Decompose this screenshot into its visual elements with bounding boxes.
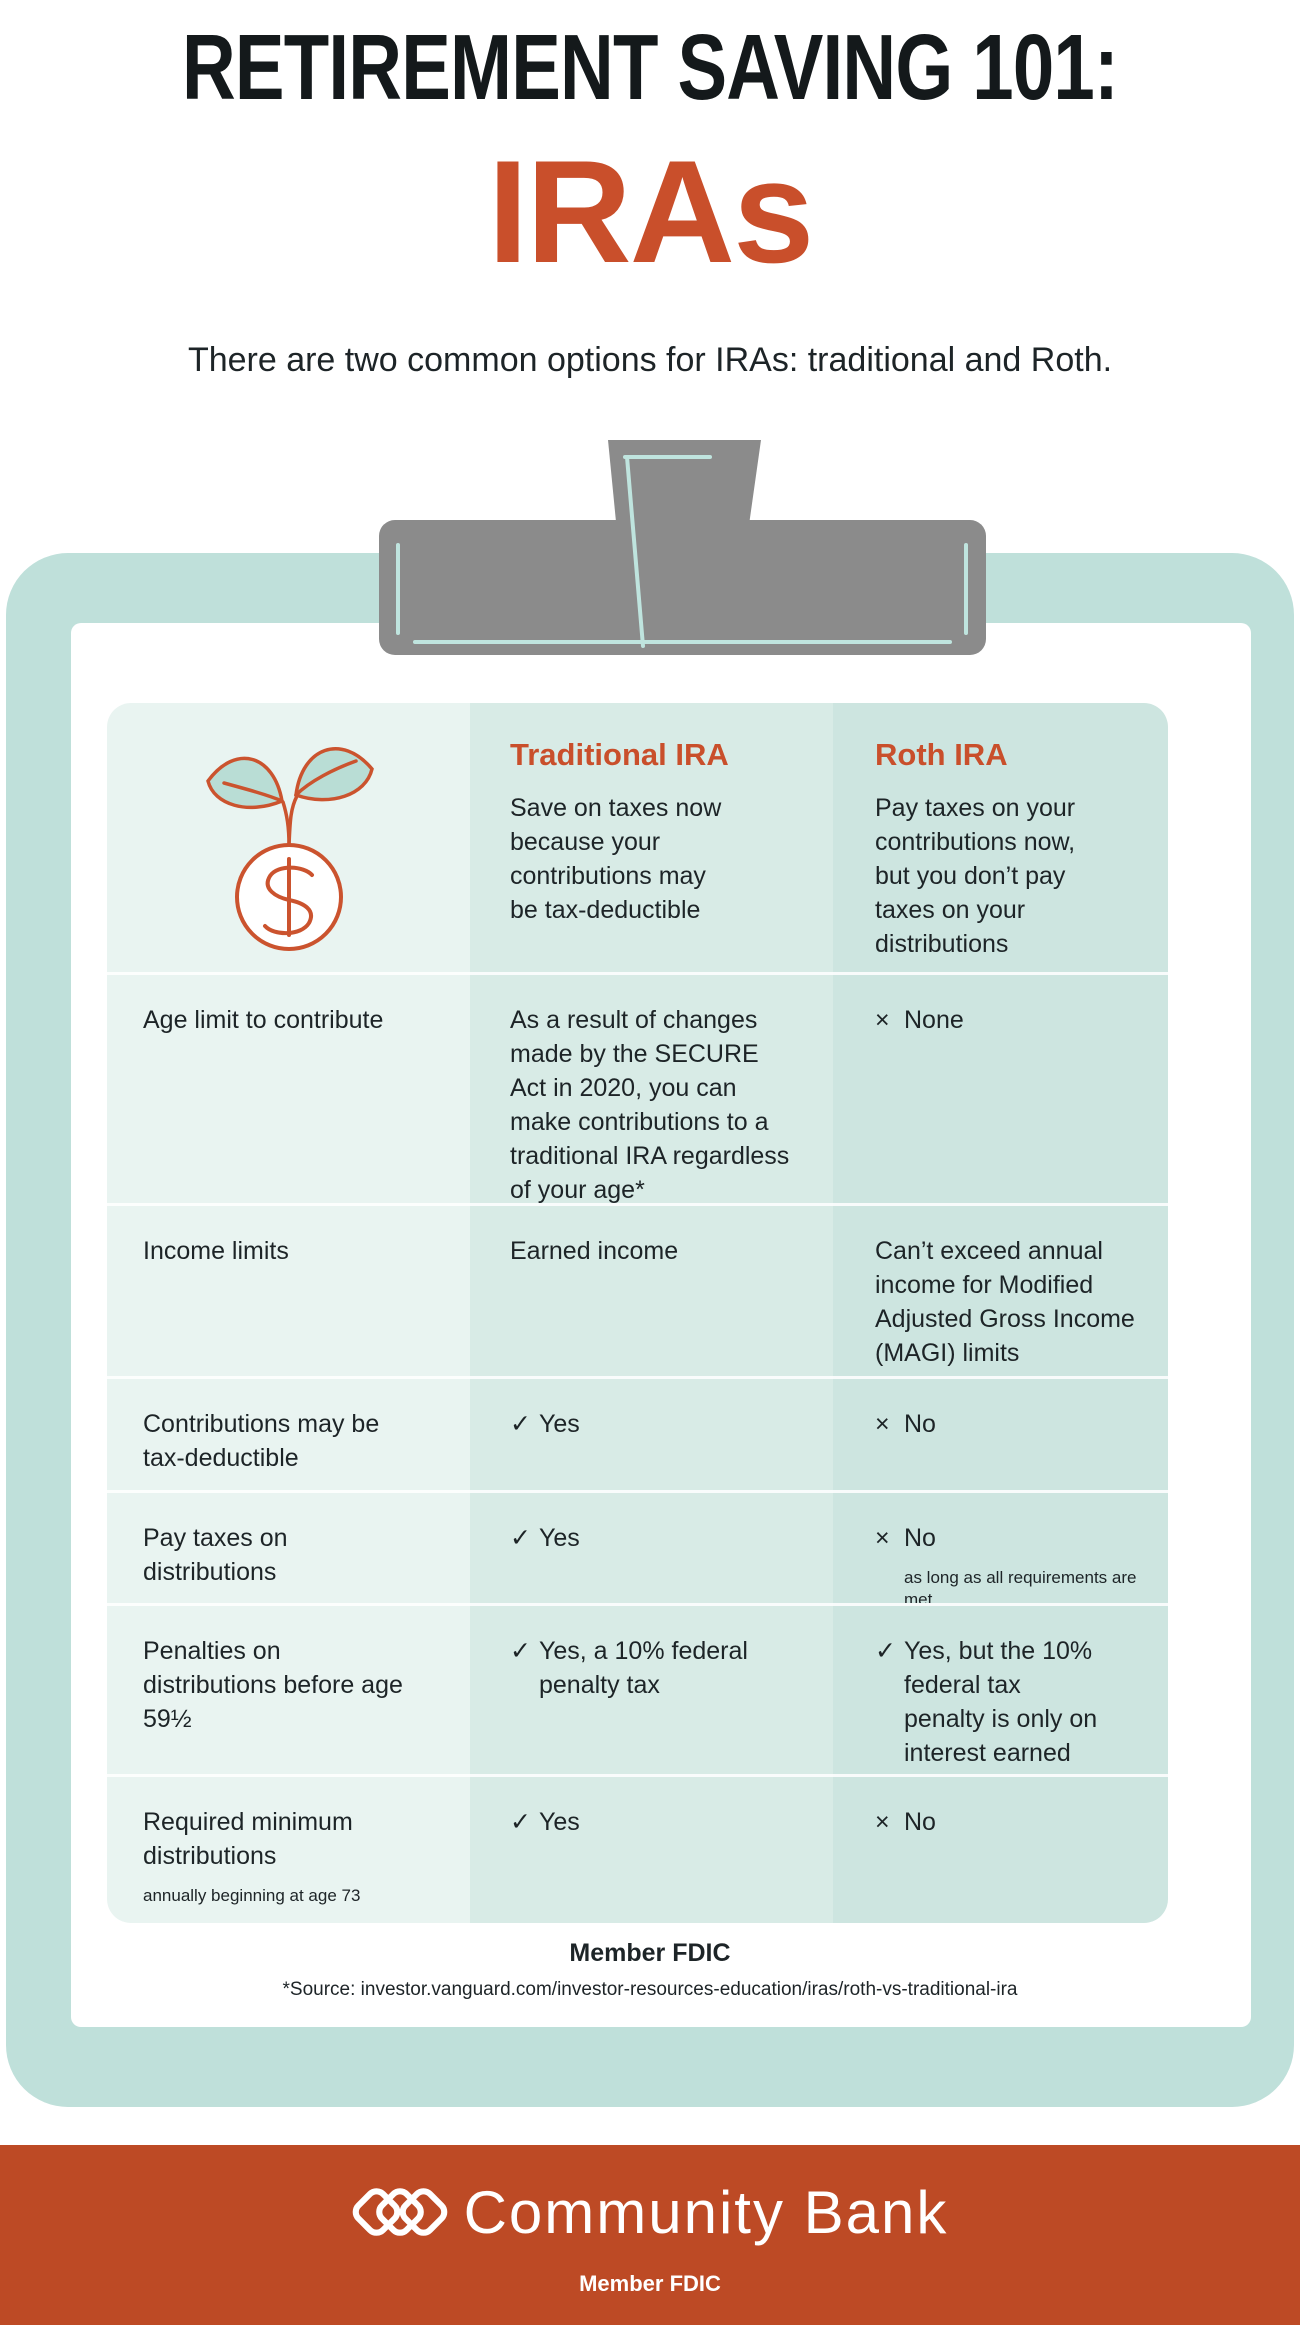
cell-roth-income-limits: Can’t exceed annual income for Modified … bbox=[833, 1203, 1168, 1376]
cell-text: Yes, but the 10% federal tax penalty is … bbox=[904, 1637, 1098, 1767]
cell-text: Yes bbox=[539, 1524, 580, 1552]
cell-text: No bbox=[904, 1410, 936, 1438]
row-label-tax-deductible: Contributions may be tax-deductible bbox=[107, 1376, 470, 1490]
traditional-ira-description: Save on taxes now because your contribut… bbox=[510, 794, 722, 924]
clipboard-clip-icon bbox=[379, 440, 986, 655]
column-header-traditional: Traditional IRA Save on taxes now becaus… bbox=[470, 703, 833, 972]
cell-traditional-tax-deductible: ✓ Yes bbox=[470, 1376, 833, 1490]
check-mark-icon: ✓ bbox=[510, 1808, 531, 1836]
traditional-ira-title: Traditional IRA bbox=[510, 737, 729, 772]
x-mark-icon: × bbox=[875, 1006, 890, 1034]
cell-roth-penalties: ✓ Yes, but the 10% federal tax penalty i… bbox=[833, 1603, 1168, 1774]
cell-traditional-age-limit: As a result of changes made by the SECUR… bbox=[470, 972, 833, 1204]
row-label-penalties: Penalties on distributions before age 59… bbox=[107, 1603, 470, 1774]
cell-roth-tax-deductible: × No bbox=[833, 1376, 1168, 1490]
x-mark-icon: × bbox=[875, 1410, 890, 1438]
footer-member-fdic: Member FDIC bbox=[579, 2270, 721, 2296]
x-mark-icon: × bbox=[875, 1524, 890, 1552]
cell-traditional-pay-taxes: ✓ Yes bbox=[470, 1490, 833, 1603]
cell-text: No bbox=[904, 1808, 936, 1836]
cell-traditional-rmd: ✓ Yes bbox=[470, 1774, 833, 1923]
column-header-roth: Roth IRA Pay taxes on your contributions… bbox=[833, 703, 1168, 972]
cell-text: Yes bbox=[539, 1808, 580, 1836]
cell-text: As a result of changes made by the SECUR… bbox=[510, 1006, 790, 1204]
check-mark-icon: ✓ bbox=[510, 1410, 531, 1438]
table-header-icon-cell bbox=[107, 703, 470, 972]
cell-roth-rmd: × No bbox=[833, 1774, 1168, 1923]
row-label-income-limits: Income limits bbox=[107, 1203, 470, 1376]
cell-roth-age-limit: × None bbox=[833, 972, 1168, 1203]
community-bank-logo-icon bbox=[352, 2188, 447, 2236]
money-plant-icon bbox=[205, 747, 374, 951]
source-note: *Source: investor.vanguard.com/investor-… bbox=[282, 1979, 1018, 2000]
brand-footer: Community Bank Member FDIC bbox=[0, 2145, 1300, 2325]
row-label-text: Required minimum distributions bbox=[143, 1808, 353, 1870]
cell-traditional-penalties: ✓ Yes, a 10% federal penalty tax bbox=[470, 1603, 833, 1774]
row-label-text: Contributions may be tax-deductible bbox=[143, 1410, 380, 1472]
row-label-age-limit: Age limit to contribute bbox=[107, 972, 470, 1203]
roth-ira-description: Pay taxes on your contributions now, but… bbox=[875, 794, 1076, 958]
cell-text: Earned income bbox=[510, 1237, 679, 1265]
cell-roth-pay-taxes: × No as long as all requirements are met bbox=[833, 1490, 1168, 1609]
row-label-text: Penalties on distributions before age 59… bbox=[143, 1637, 403, 1733]
row-label-note: annually beginning at age 73 bbox=[143, 1886, 361, 1905]
cell-text: No bbox=[904, 1524, 936, 1552]
brand-row: Community Bank bbox=[352, 2178, 949, 2247]
member-fdic-note: Member FDIC bbox=[569, 1939, 731, 1967]
cell-traditional-income-limits: Earned income bbox=[470, 1203, 833, 1376]
x-mark-icon: × bbox=[875, 1808, 890, 1836]
cell-text: Yes bbox=[539, 1410, 580, 1438]
cell-text: Yes, a 10% federal penalty tax bbox=[539, 1637, 748, 1699]
row-label-text: Income limits bbox=[143, 1237, 289, 1265]
roth-ira-title: Roth IRA bbox=[875, 737, 1008, 772]
check-mark-icon: ✓ bbox=[875, 1637, 896, 1665]
row-label-text: Pay taxes on distributions bbox=[143, 1524, 288, 1586]
row-label-pay-taxes: Pay taxes on distributions bbox=[107, 1490, 470, 1603]
comparison-table: Traditional IRA Save on taxes now becaus… bbox=[107, 703, 1168, 1923]
page-title: RETIREMENT SAVING 101: bbox=[182, 15, 1119, 119]
row-label-text: Age limit to contribute bbox=[143, 1006, 384, 1034]
subtitle: There are two common options for IRAs: t… bbox=[187, 341, 1113, 379]
check-mark-icon: ✓ bbox=[510, 1524, 531, 1552]
cell-text: None bbox=[904, 1006, 964, 1034]
check-mark-icon: ✓ bbox=[510, 1637, 531, 1665]
row-label-rmd: Required minimum distributions annually … bbox=[107, 1774, 470, 1923]
subject-title: IRAs bbox=[487, 130, 815, 293]
cell-text: Can’t exceed annual income for Modified … bbox=[875, 1237, 1135, 1367]
bank-name: Community Bank bbox=[463, 2178, 949, 2246]
